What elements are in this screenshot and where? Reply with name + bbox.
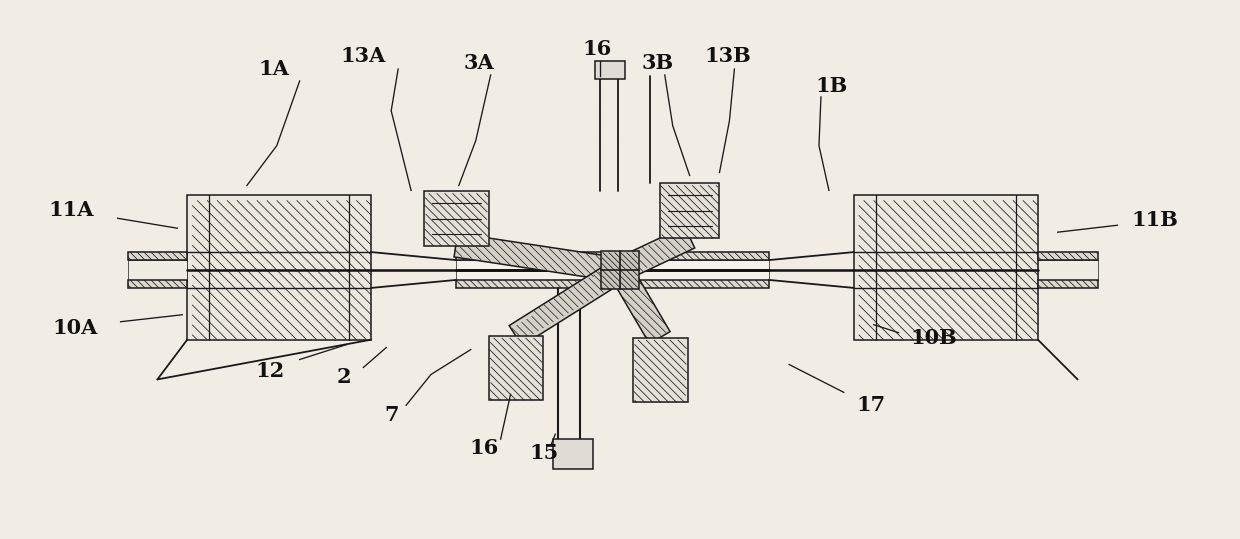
Text: 10A: 10A [52, 317, 98, 338]
Text: 3B: 3B [642, 53, 673, 73]
Polygon shape [424, 191, 489, 246]
Bar [456, 260, 769, 280]
Polygon shape [128, 252, 187, 260]
Polygon shape [632, 337, 688, 402]
Text: 12: 12 [255, 362, 284, 382]
Bar [1038, 260, 1097, 280]
Text: 1B: 1B [816, 76, 848, 96]
Polygon shape [601, 251, 639, 289]
Text: 16: 16 [469, 438, 498, 458]
Polygon shape [187, 195, 371, 340]
Polygon shape [660, 183, 719, 238]
Polygon shape [1038, 280, 1097, 288]
Text: 15: 15 [529, 443, 559, 463]
Polygon shape [615, 226, 694, 281]
Polygon shape [454, 233, 621, 282]
Text: 2: 2 [336, 368, 351, 388]
Bar [128, 260, 187, 280]
Bar [553, 439, 593, 469]
Text: 13B: 13B [704, 46, 750, 66]
Text: 13A: 13A [341, 46, 386, 66]
Text: 11B: 11B [1132, 210, 1179, 230]
Polygon shape [128, 280, 187, 288]
Text: 1A: 1A [258, 59, 289, 79]
Text: 17: 17 [856, 395, 885, 415]
Polygon shape [510, 260, 626, 345]
Polygon shape [610, 264, 670, 344]
Text: 16: 16 [583, 39, 611, 59]
Bar [595, 61, 625, 79]
Polygon shape [489, 336, 543, 400]
Text: 3A: 3A [464, 53, 494, 73]
Polygon shape [854, 195, 1038, 340]
Text: 7: 7 [384, 405, 398, 425]
Text: 11A: 11A [48, 201, 93, 220]
Polygon shape [456, 280, 769, 288]
Polygon shape [1038, 252, 1097, 260]
Text: 10B: 10B [910, 328, 957, 348]
Polygon shape [456, 252, 769, 260]
